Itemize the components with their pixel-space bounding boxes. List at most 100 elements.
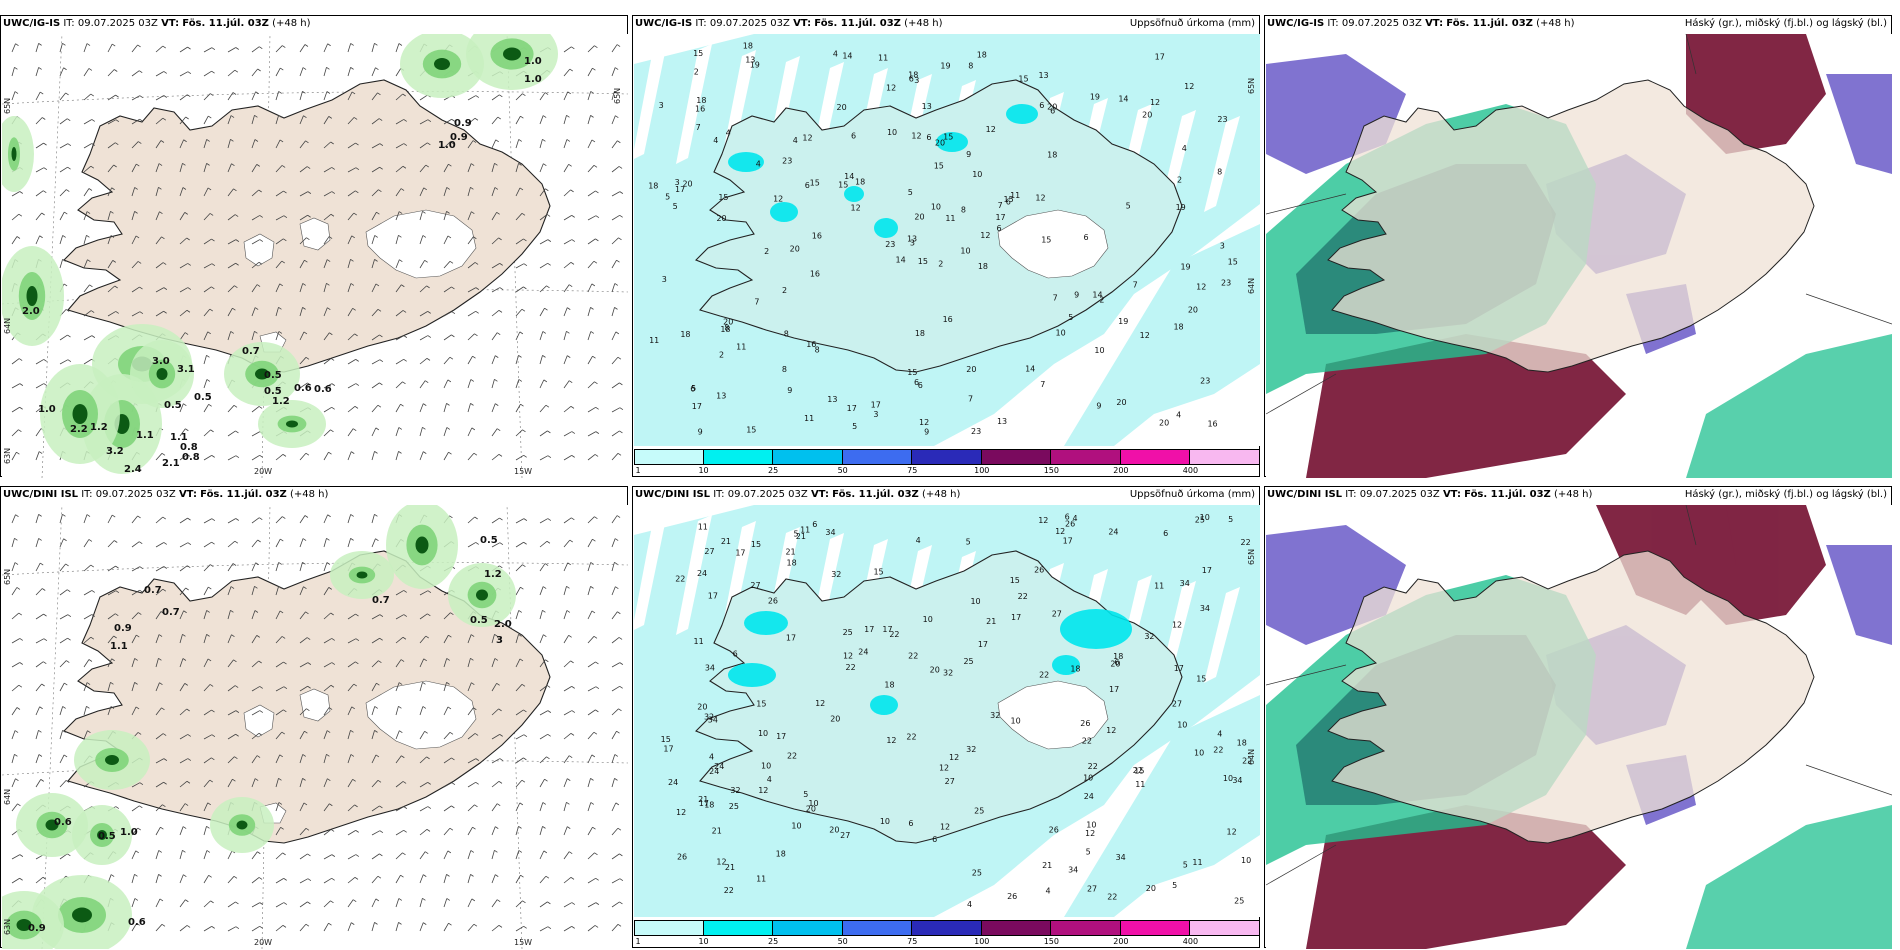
precip-grid-value: 12 xyxy=(802,133,812,142)
precip-grid-value: 4 xyxy=(756,160,761,169)
precip-grid-value: 6 xyxy=(996,224,1001,233)
map-area[interactable] xyxy=(1266,34,1892,478)
precip-grid-value: 9 xyxy=(966,150,971,159)
precip-grid-value: 27 xyxy=(704,547,714,556)
colorbar-swatch xyxy=(634,920,704,936)
precip-grid-value: 23 xyxy=(1221,279,1231,288)
precip-value-label: 1.0 xyxy=(438,140,456,151)
precip-grid-value: 32 xyxy=(704,712,714,721)
precip-grid-value: 4 xyxy=(713,136,718,145)
precip-grid-value: 7 xyxy=(1040,380,1045,389)
precip-grid-value: 15 xyxy=(1134,767,1144,776)
precip-grid-value: 12 xyxy=(911,132,921,141)
precip-grid-value: 22 xyxy=(846,663,856,672)
precip-grid-value: 32 xyxy=(943,668,953,677)
precip-value-label: 0.5 xyxy=(164,400,182,411)
precip-value-label: 2.0 xyxy=(494,619,512,630)
precip-grid-value: 12 xyxy=(1227,828,1237,837)
precip-grid-value: 6 xyxy=(1114,658,1119,667)
precip-grid-value: 27 xyxy=(1087,885,1097,894)
precip-grid-value: 8 xyxy=(724,323,729,332)
precip-grid-value: 20 xyxy=(682,180,692,189)
precip-value-label: 1.1 xyxy=(110,641,128,652)
precip-grid-value: 34 xyxy=(1200,604,1210,613)
precip-value-label: 2.4 xyxy=(124,464,142,475)
precip-grid-value: 17 xyxy=(1109,685,1119,694)
precip-grid-value: 10 xyxy=(761,762,771,771)
precip-grid-value: 16 xyxy=(695,105,705,114)
precip-grid-value: 18 xyxy=(696,96,706,105)
colorbar-swatch xyxy=(1051,449,1121,465)
precip-grid-value: 8 xyxy=(784,330,789,339)
axis-label: 20W xyxy=(254,938,272,947)
precip-grid-value: 18 xyxy=(1113,652,1123,661)
precip-grid-value: 7 xyxy=(696,123,701,132)
colorbar-tick-label: 25 xyxy=(768,937,779,946)
precip-grid-value: 12 xyxy=(1085,829,1095,838)
precip-grid-value: 10 xyxy=(1194,749,1204,758)
precip-grid-value: 3 xyxy=(914,76,919,85)
precip-grid-value: 34 xyxy=(1232,776,1242,785)
map-area[interactable] xyxy=(1266,505,1892,949)
precip-grid-value: 5 xyxy=(852,422,857,431)
precip-grid-value: 8 xyxy=(1217,168,1222,177)
precip-value-label: 2.1 xyxy=(162,458,180,469)
precip-grid-value: 12 xyxy=(980,231,990,240)
precip-grid-value: 7 xyxy=(998,201,1003,210)
colorbar-tick-label: 100 xyxy=(974,937,990,946)
precip-grid-value: 10 xyxy=(1241,856,1251,865)
precip-grid-value: 15 xyxy=(1228,257,1238,266)
precip-grid-value: 10 xyxy=(970,597,980,606)
precip-grid-value: 2 xyxy=(938,260,943,269)
precip-grid-value: 23 xyxy=(885,240,895,249)
map-area[interactable]: 22 10 12 21 22 34 18 17 25 26 24 20 27 11 10 15 12 32 17 4 5… xyxy=(634,505,1260,917)
precip-grid-value: 18 xyxy=(704,801,714,810)
precip-grid-value: 15 xyxy=(693,49,703,58)
precip-grid-value: 6 xyxy=(918,381,923,390)
map-area[interactable]: 0.5 1.2 0.7 0.7 0.7 0.9 1.1 0.5 2.0 3 0.6 0.5 1.0 0.9… xyxy=(2,505,628,949)
precip-grid-value: 18 xyxy=(743,41,753,50)
precip-grid-value: 19 xyxy=(1180,263,1190,272)
map-area[interactable]: 2 4 3 5 7 8 13 15 20 12 19 16 20 23 14 18 15 12 10 11 18 17 9 6… xyxy=(634,34,1260,446)
colorbar-swatch xyxy=(912,449,982,465)
precip-grid-value: 24 xyxy=(709,767,719,776)
precip-grid-value: 12 xyxy=(1055,527,1065,536)
precip-map-svg: 2210122122341817252624202711101512321745… xyxy=(634,505,1260,917)
precip-grid-value: 10 xyxy=(1083,774,1093,783)
precip-grid-value: 21 xyxy=(721,537,731,546)
precip-grid-value: 4 xyxy=(967,900,972,909)
precip-grid-value: 20 xyxy=(723,317,733,326)
map-area[interactable]: 1.0 1.0 0.9 0.9 1.0 0.7 0.5 0.5 0.6 0.6 1.2 0.5 0.5 1… xyxy=(2,34,628,478)
axis-label: 65N xyxy=(1247,549,1256,565)
precip-value-label: 0.9 xyxy=(454,118,472,129)
precip-colorbar: 1 10 25 50 75 100 150 200 400 xyxy=(634,449,1260,475)
panel-title: UWC/DINI ISL IT: 09.07.2025 03Z VT: Fös.… xyxy=(635,489,961,500)
precip-grid-value: 17 xyxy=(1155,52,1165,61)
precip-grid-value: 5 xyxy=(665,193,670,202)
precip-grid-value: 15 xyxy=(746,425,756,434)
precip-value-label: 0.5 xyxy=(264,370,282,381)
precip-grid-value: 6 xyxy=(733,650,738,659)
precip-grid-value: 27 xyxy=(840,831,850,840)
precip-grid-value: 24 xyxy=(1108,528,1118,537)
precip-grid-value: 11 xyxy=(1192,858,1202,867)
colorbar-swatch xyxy=(703,920,774,936)
precip-grid-value: 12 xyxy=(815,699,825,708)
axis-label: 64N xyxy=(3,789,12,805)
precip-grid-value: 13 xyxy=(827,395,837,404)
precip-grid-value: 16 xyxy=(806,340,816,349)
precip-grid-value: 12 xyxy=(886,84,896,93)
precip-grid-value: 11 xyxy=(698,523,708,532)
precip-grid-value: 19 xyxy=(1118,317,1128,326)
precip-grid-value: 15 xyxy=(918,257,928,266)
precip-value-label: 0.7 xyxy=(372,595,390,606)
precip-grid-value: 12 xyxy=(939,763,949,772)
precip-grid-value: 19 xyxy=(1090,92,1100,101)
precip-grid-value: 6 xyxy=(914,378,919,387)
precip-grid-value: 9 xyxy=(1096,402,1101,411)
precip-grid-value: 12 xyxy=(773,194,783,203)
precip-grid-value: 23 xyxy=(971,427,981,436)
colorbar-tick-label: 100 xyxy=(974,466,990,475)
precip-grid-value: 5 xyxy=(1172,881,1177,890)
precip-grid-value: 6 xyxy=(1065,513,1070,522)
